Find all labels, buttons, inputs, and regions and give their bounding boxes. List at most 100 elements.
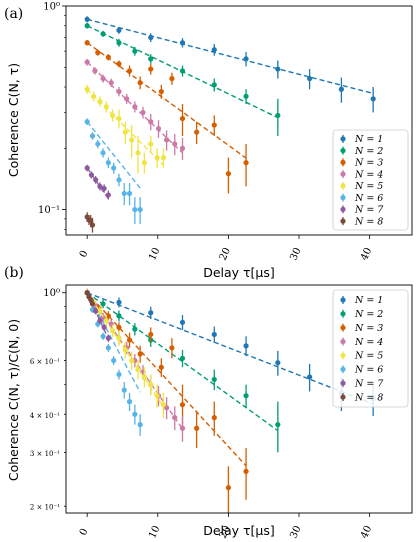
data-point [243, 468, 249, 474]
data-point [97, 98, 103, 104]
data-point [89, 301, 96, 307]
data-point [129, 357, 135, 364]
data-point [243, 93, 249, 99]
data-point [148, 119, 154, 125]
legend-marker [340, 297, 346, 303]
legend-marker [340, 380, 346, 386]
data-point [116, 177, 122, 183]
data-point [84, 119, 90, 125]
data-point [172, 141, 178, 147]
data-point [89, 222, 96, 228]
data-point [160, 155, 167, 161]
legend-box [332, 129, 409, 231]
panel-a: (a) 0 10 20 30 40 10⁰ 10⁻¹ Delay τ[μs] Coheren… [4, 2, 413, 280]
x-tick-label: 10 [147, 246, 162, 262]
data-point [111, 165, 117, 171]
data-point [141, 160, 147, 166]
data-point [100, 301, 106, 307]
data-point [225, 171, 232, 177]
data-point [141, 374, 147, 380]
x-tick-label: 40 [359, 524, 374, 540]
series-8 [84, 290, 96, 307]
x-tick-label: 30 [288, 246, 303, 262]
data-point [194, 129, 200, 135]
data-point [179, 319, 186, 325]
data-point [88, 296, 94, 303]
data-point [169, 75, 175, 82]
data-point [132, 104, 138, 110]
data-point [84, 40, 90, 46]
data-point [116, 324, 122, 330]
data-point [179, 68, 186, 74]
data-point [172, 415, 178, 421]
fit-line [86, 42, 247, 159]
data-point [111, 357, 117, 364]
data-point [243, 160, 249, 166]
data-point [84, 59, 90, 65]
data-point [132, 48, 138, 54]
data-point [148, 382, 154, 388]
x-tick-label: 0 [78, 527, 91, 537]
data-point [100, 31, 106, 37]
data-point [116, 371, 122, 378]
data-point [140, 109, 146, 116]
data-point [88, 172, 95, 178]
y-tick-label: 6 × 10⁻¹ [30, 358, 60, 366]
legend-entry-label: N = 8 [354, 216, 383, 227]
data-point [307, 75, 313, 82]
series-6 [84, 118, 143, 224]
data-point [105, 345, 111, 351]
series-7 [84, 164, 111, 200]
data-point [243, 343, 249, 349]
data-point [148, 66, 154, 72]
data-point [100, 314, 106, 321]
data-point [101, 185, 107, 192]
data-point [307, 374, 313, 380]
data-point [105, 313, 111, 319]
y-tick-label: 4 × 10⁻¹ [30, 412, 60, 420]
data-point [211, 415, 217, 421]
fit-line [86, 121, 141, 189]
data-point [126, 190, 133, 197]
data-point [137, 351, 143, 357]
data-point [225, 485, 232, 491]
data-point [275, 360, 281, 366]
data-point [154, 155, 160, 161]
legend-entry-label: N = 3 [354, 158, 383, 169]
fit-line [87, 18, 374, 95]
data-point [100, 75, 106, 82]
data-point [194, 425, 200, 431]
data-point [135, 150, 141, 156]
data-point [126, 399, 133, 405]
data-point [179, 145, 186, 151]
data-point [116, 299, 122, 305]
x-tick-label: 30 [288, 524, 303, 540]
legend-marker [340, 206, 346, 212]
data-point [105, 54, 111, 60]
data-point [121, 190, 127, 197]
legend-entry-label: N = 6 [354, 193, 383, 204]
data-point [338, 86, 344, 92]
data-point [105, 335, 111, 341]
panel-a-label: (a) [4, 6, 23, 22]
data-point [101, 324, 107, 330]
panel-b-xlabel: Delay τ[μs] [203, 523, 275, 538]
series-8 [84, 212, 96, 233]
data-point [211, 122, 217, 128]
data-point [160, 402, 167, 408]
legend-marker [340, 195, 346, 201]
data-point [275, 66, 281, 72]
legend-marker [340, 338, 346, 345]
legend-entry-label: N = 5 [354, 181, 383, 192]
data-point [275, 422, 281, 428]
fit-line [86, 167, 109, 200]
data-point [179, 115, 186, 122]
data-point [110, 112, 116, 119]
data-point [132, 411, 138, 417]
series-3 [84, 40, 249, 194]
data-point [137, 206, 143, 213]
data-point [126, 337, 133, 343]
data-point [89, 133, 96, 139]
data-point [164, 405, 170, 411]
legend-entry-label: N = 8 [354, 392, 383, 403]
